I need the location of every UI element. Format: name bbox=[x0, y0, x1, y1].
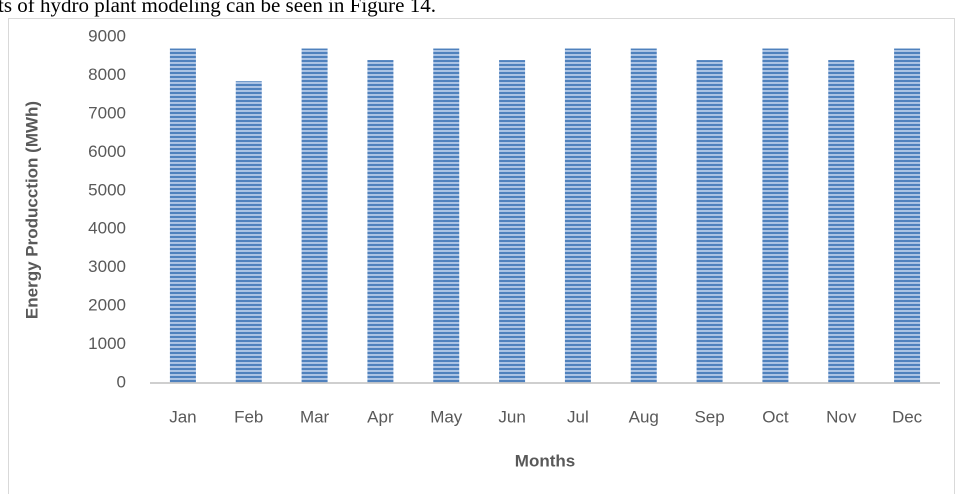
bar bbox=[433, 48, 460, 384]
y-tick-label: 9000 bbox=[88, 26, 126, 45]
y-tick-label: 1000 bbox=[88, 334, 126, 353]
x-tick-label: Nov bbox=[826, 407, 857, 426]
x-tick-label: Feb bbox=[234, 407, 263, 426]
bar bbox=[894, 48, 921, 384]
x-tick-label: Sep bbox=[694, 407, 724, 426]
x-tick-label: Dec bbox=[892, 407, 923, 426]
x-tick-label: Aug bbox=[629, 407, 659, 426]
body-text: ts of hydro plant modeling can be seen i… bbox=[0, 0, 436, 17]
y-tick-label: 3000 bbox=[88, 257, 126, 276]
bar bbox=[630, 48, 657, 384]
x-tick-label: May bbox=[430, 407, 463, 426]
bar bbox=[499, 60, 526, 384]
bar bbox=[564, 48, 591, 384]
y-tick-label: 5000 bbox=[88, 180, 126, 199]
bar bbox=[828, 60, 855, 384]
x-tick-label: Oct bbox=[762, 407, 789, 426]
bar bbox=[301, 48, 328, 384]
bar bbox=[367, 60, 394, 384]
bar bbox=[169, 48, 196, 384]
y-tick-label: 7000 bbox=[88, 103, 126, 122]
y-tick-label: 0 bbox=[117, 372, 126, 391]
x-tick-label: Apr bbox=[367, 407, 394, 426]
x-tick-label: Jul bbox=[567, 407, 589, 426]
x-tick-label: Jun bbox=[498, 407, 525, 426]
y-tick-label: 4000 bbox=[88, 219, 126, 238]
y-tick-label: 8000 bbox=[88, 65, 126, 84]
x-tick-label: Mar bbox=[300, 407, 330, 426]
y-axis-label: Energy Producction (MWh) bbox=[22, 101, 41, 319]
bar bbox=[696, 60, 723, 384]
x-tick-label: Jan bbox=[169, 407, 196, 426]
bar bbox=[762, 48, 789, 384]
y-tick-label: 6000 bbox=[88, 142, 126, 161]
x-axis-label: Months bbox=[515, 451, 575, 470]
y-tick-label: 2000 bbox=[88, 296, 126, 315]
bar bbox=[235, 81, 262, 383]
chart-border bbox=[8, 18, 955, 494]
